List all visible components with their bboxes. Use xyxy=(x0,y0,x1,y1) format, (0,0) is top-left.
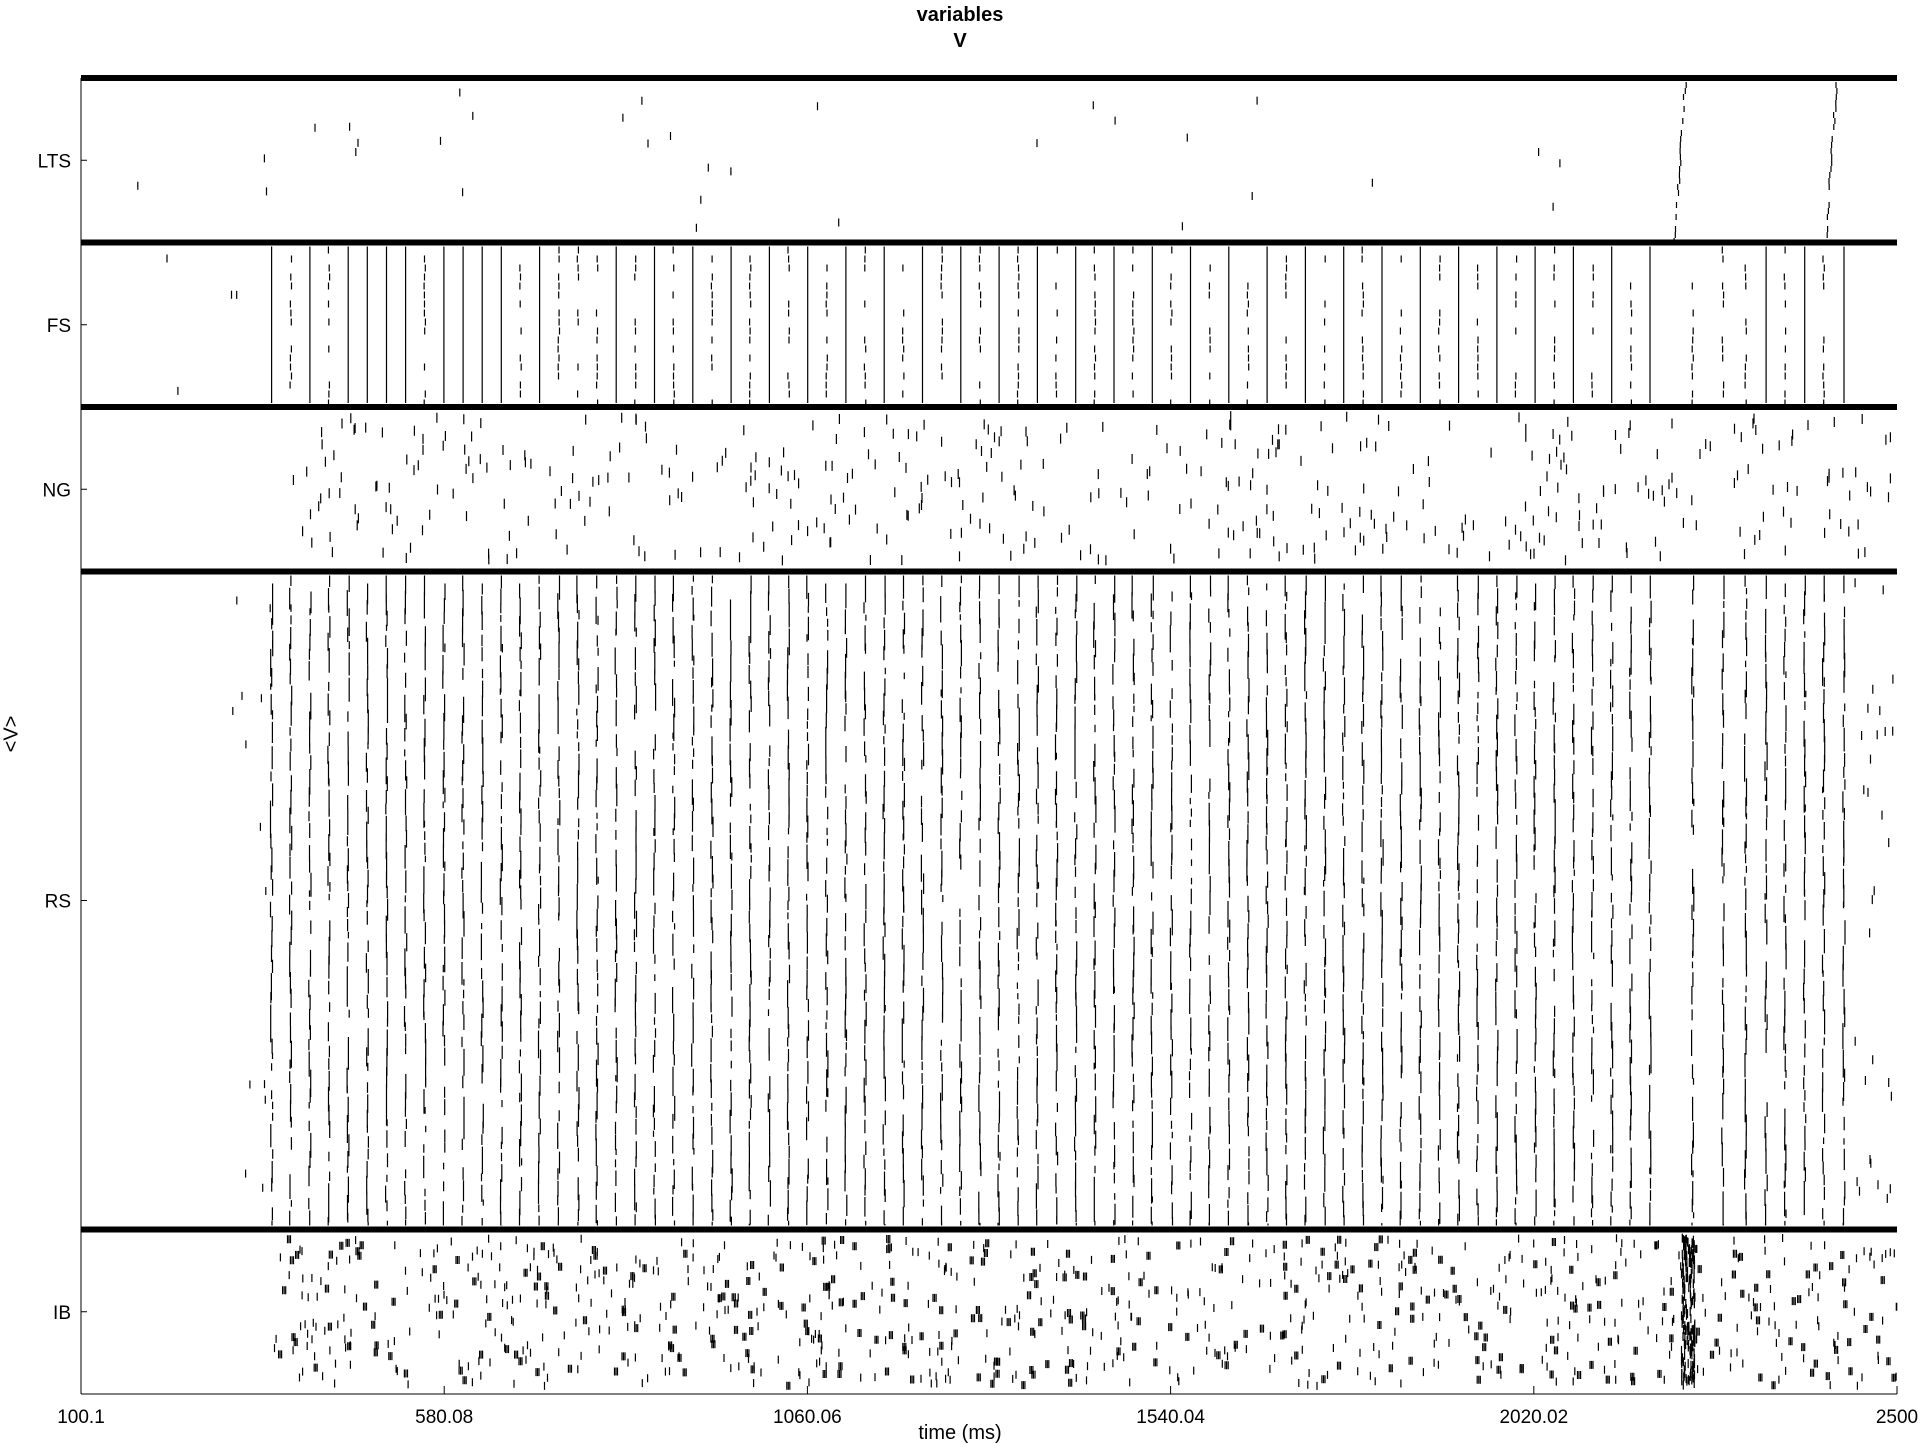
chart-title-line2: V xyxy=(953,30,967,52)
x-tick-label: 2020.02 xyxy=(1499,1407,1568,1428)
spike-ticks xyxy=(137,82,1898,1390)
x-tick-label: 1060.06 xyxy=(773,1407,842,1428)
y-tick-label-lts: LTS xyxy=(38,151,71,172)
y-tick-label-ng: NG xyxy=(43,480,72,501)
chart-title-line1: variables xyxy=(916,4,1004,26)
x-tick-label: 100.1 xyxy=(57,1407,105,1428)
x-tick-label: 580.08 xyxy=(415,1407,473,1428)
y-axis-label: <V> xyxy=(0,715,23,753)
y-tick-label-fs: FS xyxy=(47,316,71,337)
y-tick-label-ib: IB xyxy=(53,1303,71,1324)
x-axis-label: time (ms) xyxy=(918,1422,1002,1444)
y-tick-label-rs: RS xyxy=(45,892,71,913)
x-tick-label: 1540.04 xyxy=(1136,1407,1205,1428)
spike-layer xyxy=(137,82,1898,1390)
x-tick-label: 2500 xyxy=(1876,1407,1918,1428)
